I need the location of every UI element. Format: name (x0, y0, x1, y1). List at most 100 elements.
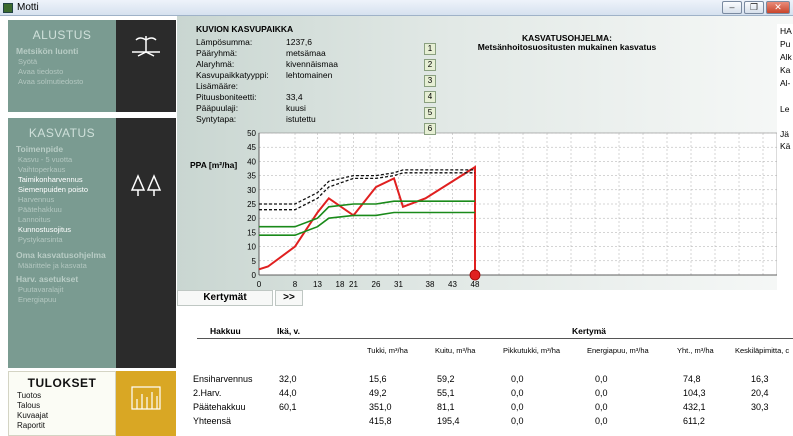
table-row-name: Yhteensä (193, 416, 232, 426)
x-tick-label: 13 (313, 280, 322, 289)
toimenpide-menu-item[interactable]: Pystykarsinta (18, 235, 63, 244)
info-number-button-1[interactable]: 1 (424, 43, 436, 55)
table-cell: 0,0 (511, 416, 524, 426)
tulokset-menu-item[interactable]: Tuotos (17, 391, 42, 400)
tulokset-menu-item[interactable]: Kuvaajat (17, 411, 49, 420)
table-cell: 415,8 (369, 416, 392, 426)
toimenpide-menu-item[interactable]: Kunnostusojitus (18, 225, 71, 234)
x-tick-label: 26 (372, 280, 381, 289)
current-age-marker (469, 269, 481, 281)
alustus-menu-item[interactable]: Avaa tiedosto (18, 67, 64, 76)
kasvatus-panel: KASVATUS Toimenpide Kasvu - 5 vuotta Vaih… (8, 118, 116, 368)
table-cell: 30,3 (751, 402, 769, 412)
table-row-name: Ensiharvennus (193, 374, 253, 384)
toimenpide-menu-item[interactable]: Harvennus (18, 195, 55, 204)
tulokset-panel: TULOKSET Tuotos Talous Kuvaajat Raportit (8, 371, 116, 436)
table-subheader: Kuitu, m³/ha (435, 346, 476, 355)
table-cell: 74,8 (683, 374, 701, 384)
site-info-key: Syntytapa: (196, 114, 237, 124)
y-tick-label: 40 (247, 157, 256, 166)
x-tick-label: 43 (448, 280, 457, 289)
table-cell: 16,3 (751, 374, 769, 384)
bar-chart-icon (131, 386, 161, 410)
table-cell: 0,0 (595, 388, 608, 398)
y-tick-label: 45 (247, 143, 256, 152)
table-cell: 0,0 (595, 402, 608, 412)
app-icon (3, 3, 13, 13)
oma-ohjelma-menu-item[interactable]: Määrittele ja kasvata (18, 261, 87, 270)
series-line-4 (259, 172, 475, 211)
table-cell: 0,0 (511, 374, 524, 384)
trees-icon (130, 174, 162, 196)
right-panel-label: Jä (780, 129, 789, 139)
info-number-button-2[interactable]: 2 (424, 59, 436, 71)
right-panel-clipped: HA Pu Alk Ka Al- Le Jä Kä (777, 24, 793, 290)
alustus-panel: ALUSTUS Metsikön luonti Syötä Avaa tiedos… (8, 20, 116, 112)
table-cell: 432,1 (683, 402, 706, 412)
table-row-age: 44,0 (279, 388, 297, 398)
harv-asetukset-menu-item[interactable]: Energiapuu (18, 295, 57, 304)
site-info-value: kivennäismaa (286, 59, 338, 69)
table-row-age: 32,0 (279, 374, 297, 384)
close-button[interactable]: ✕ (766, 1, 790, 14)
maximize-button[interactable]: ❐ (744, 1, 764, 14)
x-tick-label: 18 (336, 280, 345, 289)
x-tick-label: 0 (257, 280, 262, 289)
info-number-button-3[interactable]: 3 (424, 75, 436, 87)
tulokset-menu-item[interactable]: Raportit (17, 421, 46, 430)
info-number-button-6[interactable]: 6 (424, 123, 436, 135)
right-panel-label: Ka (780, 65, 791, 75)
site-info: KUVION KASVUPAIKKA Lämpösumma: 1237,6 Päär… (196, 24, 436, 124)
y-tick-label: 5 (252, 257, 257, 266)
table-row-name: Päätehakkuu (193, 402, 246, 412)
ppa-chart: 0 5 10 15 20 25 30 35 40 45 50 0 8 13 18 21 26 31 38 43 48 PP… (190, 129, 777, 289)
sidebar: ALUSTUS Metsikön luonti Syötä Avaa tiedos… (0, 16, 177, 436)
toimenpide-menu-item[interactable]: Vaihtoperkaus (18, 165, 66, 174)
harv-asetukset-section: Harv. asetukset (16, 274, 79, 284)
table-cell: 0,0 (595, 374, 608, 384)
y-tick-label: 20 (247, 214, 256, 223)
table-subheader: Keskiläpimitta, c (735, 346, 790, 355)
main-area: KUVION KASVUPAIKKA Lämpösumma: 1237,6 Päär… (177, 16, 793, 436)
toimenpide-menu-item[interactable]: Päätehakkuu (18, 205, 62, 214)
col-kertyma: Kertymä (572, 326, 607, 336)
table-cell: 104,3 (683, 388, 706, 398)
toimenpide-menu-item[interactable]: Siemenpuiden poisto (18, 185, 89, 194)
x-tick-label: 31 (394, 280, 403, 289)
table-cell: 195,4 (437, 416, 460, 426)
toimenpide-menu-item[interactable]: Taimikonharvennus (18, 175, 83, 184)
info-number-button-4[interactable]: 4 (424, 91, 436, 103)
program-title: KASVATUSOHJELMA: (522, 33, 612, 43)
table-subheader: Yht., m³/ha (677, 346, 714, 355)
window-title-bar: Motti – ❐ ✕ (0, 0, 793, 16)
alustus-section: Metsikön luonti (16, 46, 79, 56)
site-info-key: Alaryhmä: (196, 59, 235, 69)
minimize-button[interactable]: – (722, 1, 742, 14)
y-tick-label: 0 (252, 271, 257, 280)
table-cell: 59,2 (437, 374, 455, 384)
program-subtitle: Metsänhoitosuositusten mukainen kasvatus (477, 42, 657, 52)
alustus-menu-item[interactable]: Avaa solmutiedosto (18, 77, 84, 86)
table-cell: 55,1 (437, 388, 455, 398)
series-line-2 (259, 211, 475, 236)
tulokset-icon-tile (116, 371, 176, 436)
x-tick-label: 21 (349, 280, 358, 289)
table-cell: 351,0 (369, 402, 392, 412)
more-button[interactable]: >> (275, 290, 303, 306)
info-number-button-5[interactable]: 5 (424, 107, 436, 119)
plot-area (258, 132, 777, 276)
harv-asetukset-menu-item[interactable]: Puutavaralajit (18, 285, 64, 294)
harvest-table: Hakkuu Ikä, v. Kertymä Tukki, m³/ha Kuitu… (177, 316, 793, 436)
x-tick-label: 38 (426, 280, 435, 289)
series-line-0 (258, 165, 476, 275)
table-cell: 0,0 (511, 402, 524, 412)
kertymat-button[interactable]: Kertymät (177, 290, 273, 306)
table-cell: 15,6 (369, 374, 387, 384)
alustus-menu-item[interactable]: Syötä (18, 57, 38, 66)
alustus-icon-column (116, 20, 176, 112)
toimenpide-menu-item[interactable]: Kasvu - 5 vuotta (18, 155, 73, 164)
toimenpide-menu-item[interactable]: Lannoitus (18, 215, 51, 224)
tulokset-menu-item[interactable]: Talous (17, 401, 41, 410)
y-tick-label: 15 (247, 228, 256, 237)
table-row-age: 60,1 (279, 402, 297, 412)
